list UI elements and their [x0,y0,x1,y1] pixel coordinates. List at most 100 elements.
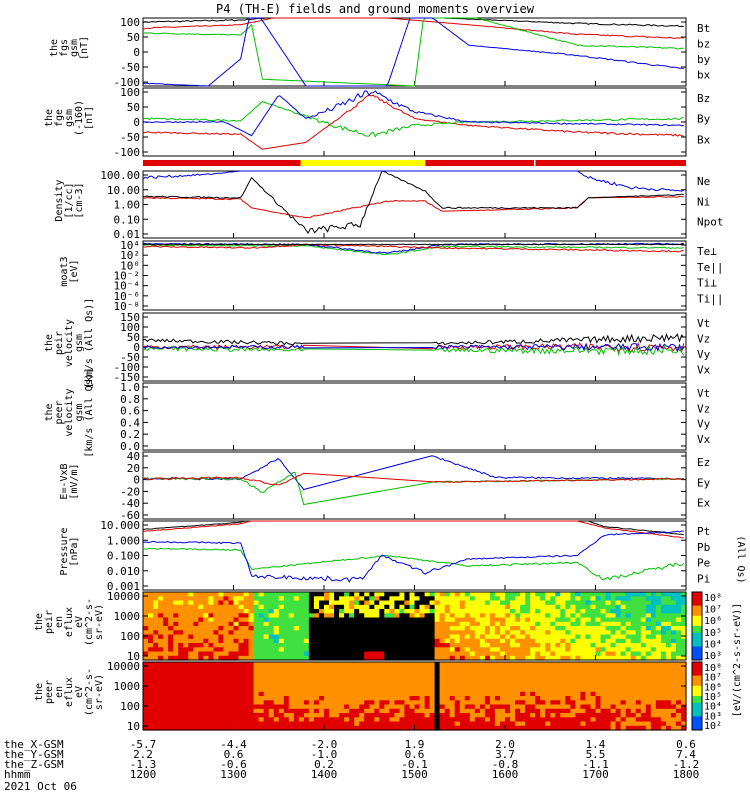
spectrogram-cell [379,704,385,710]
spectrogram-cell [660,691,667,697]
spectrogram-cell [263,643,270,648]
spectrogram-cell [198,592,204,597]
spectrogram-cell [655,617,662,623]
spectrogram-cell [635,700,642,706]
spectrogram-cell [429,634,436,640]
spectrogram-cell [449,700,456,706]
spectrogram-cell [143,592,149,597]
spectrogram-cell [198,600,204,606]
spectrogram-cell [681,609,687,614]
spectrogram-cell [489,634,496,640]
spectrogram-cell [414,626,421,631]
spectrogram-cell [308,651,315,657]
spectrogram-cell [530,679,536,684]
spectrogram-cell [188,725,194,731]
spectrogram-cell [359,717,365,723]
spectrogram-cell [298,721,305,727]
spectrogram-cell [570,638,576,644]
spectrogram-cell [389,651,395,657]
spectrogram-cell [258,679,265,684]
x-tick-label: 1700 [582,768,609,781]
spectrogram-cell [650,634,657,640]
spectrogram-cell [590,687,597,693]
y-axis-label: gsm [74,334,85,352]
y-axis-label: fge [54,109,65,127]
y-tick-label: 10⁻² [114,270,141,283]
spectrogram-cell [560,600,566,606]
spectrogram-cell [278,717,285,723]
legend-Vt: Vt [697,387,710,400]
spectrogram-cell [168,613,174,619]
spectrogram-cell [665,670,672,676]
spectrogram-cell [379,679,385,684]
spectrogram-cell [630,687,637,693]
spectrogram-cell [253,626,260,631]
spectrogram-cell [313,691,320,697]
spectrogram-cell [364,643,370,648]
y-axis-label: [nT] [84,106,95,130]
spectrogram-cell [253,666,260,672]
spectrogram-cell [459,691,466,697]
spectrogram-cell [399,609,405,614]
spectrogram-cell [389,604,395,610]
spectrogram-cell [530,634,536,640]
spectrogram-cell [238,596,245,602]
spectrogram-cell [474,696,481,701]
spectrogram-cell [379,662,385,667]
spectrogram-cell [600,725,607,731]
y-axis-label: moat3 [59,256,70,286]
spectrogram-cell [585,721,591,727]
spectrogram-cell [364,687,370,693]
spectrogram-cell [575,666,581,672]
spectrogram-cell [530,721,536,727]
colorbar-segment [692,615,702,620]
spectrogram-cell [424,596,431,602]
spectrogram-cell [655,700,662,706]
spectrogram-cell [505,687,511,693]
spectrogram-cell [308,666,315,672]
spectrogram-cell [379,721,385,727]
spectrogram-cell [489,655,496,661]
spectrogram-cell [429,651,436,657]
spectrogram-cell [203,643,209,648]
spectrogram-cell [283,617,290,623]
spectrogram-cell [238,704,245,710]
spectrogram-cell [273,691,280,697]
spectrogram-cell [419,700,426,706]
colorbar-segment [692,632,702,637]
spectrogram-cell [630,700,637,706]
y-tick-label: -40 [120,497,140,510]
spectrogram-cell [394,621,400,627]
spectrogram-cell [464,713,471,718]
spectrogram-cell [484,613,491,619]
spectrogram-cell [459,704,466,710]
spectrogram-cell [178,704,184,710]
spectrogram-cell [580,713,586,718]
spectrogram-cell [585,651,591,657]
x-tick-label: -0.8 [492,758,519,771]
spectrogram-cell [243,683,250,689]
spectrogram-cell [565,662,571,667]
spectrogram-cell [474,647,481,653]
spectrogram-cell [394,683,400,689]
spectrogram-cell [655,651,662,657]
spectrogram-cell [469,691,476,697]
spectrogram-cell [434,683,441,689]
panel-background [143,383,686,450]
spectrogram-cell [414,655,421,661]
spectrogram-cell [484,609,491,614]
spectrogram-cell [313,683,320,689]
spectrogram-cell [615,674,622,680]
spectrogram-cell [374,617,380,623]
spectrogram-cell [419,592,426,597]
spectrogram-cell [590,662,597,667]
spectrogram-cell [645,600,652,606]
spectrogram-cell [303,621,310,627]
spectrogram-cell [153,655,159,661]
spectrogram-cell [635,721,642,727]
spectrogram-cell [585,596,591,602]
spectrogram-cell [429,674,436,680]
spectrogram-cell [298,596,305,602]
spectrogram-cell [273,600,280,606]
spectrogram-cell [660,700,667,706]
